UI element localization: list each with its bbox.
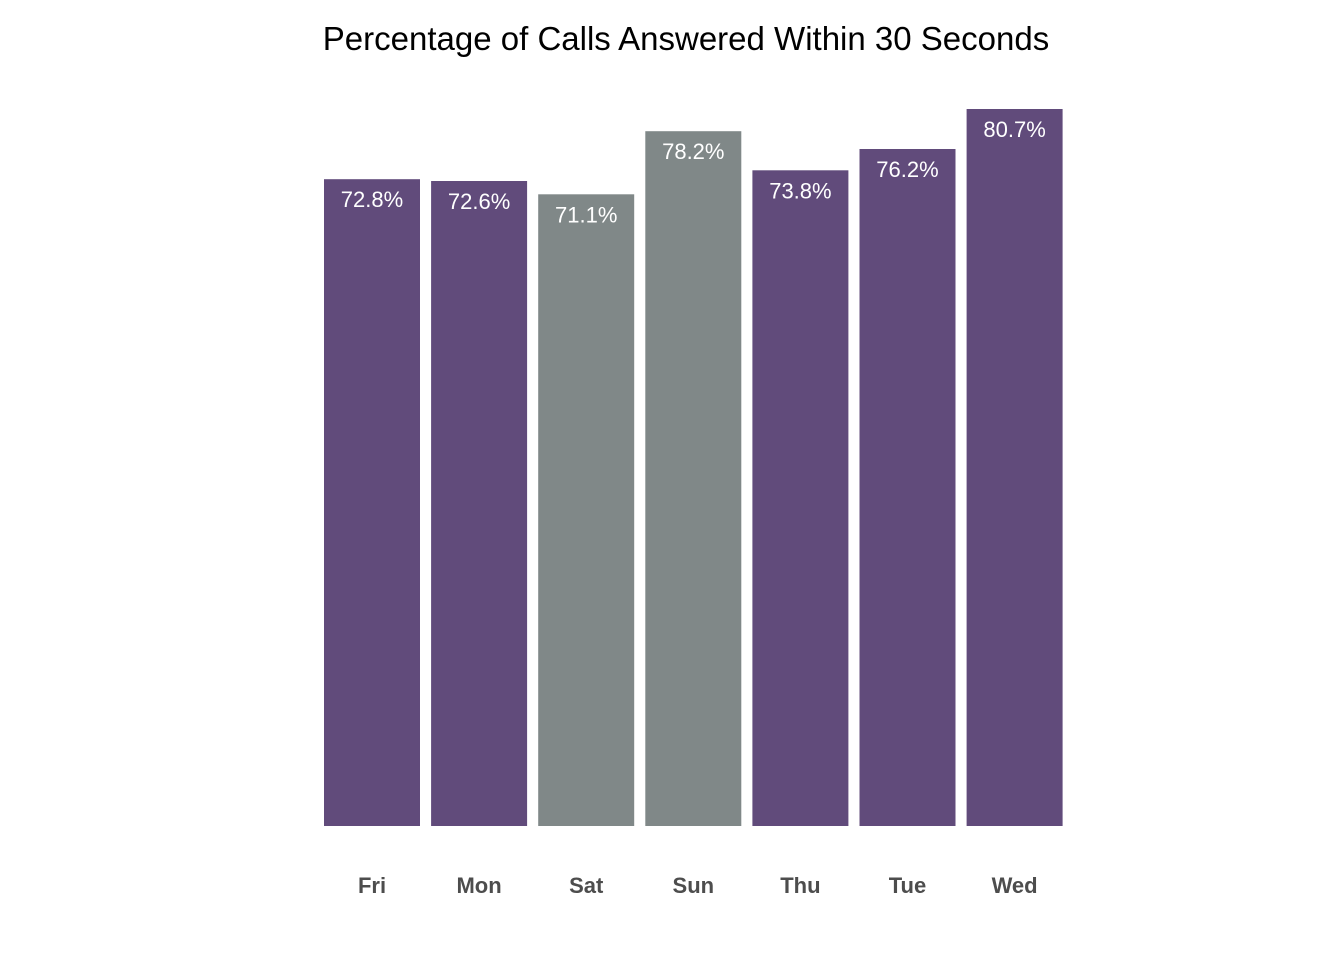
data-label-sat: 71.1% [555, 202, 617, 227]
x-tick-label-tue: Tue [889, 873, 926, 898]
chart-title: Percentage of Calls Answered Within 30 S… [322, 20, 1050, 57]
x-tick-label-fri: Fri [358, 873, 386, 898]
bars-layer [324, 109, 1063, 827]
x-tick-label-sun: Sun [673, 873, 715, 898]
bar-fri [324, 179, 420, 826]
x-tick-label-thu: Thu [780, 873, 820, 898]
x-tick-label-sat: Sat [569, 873, 604, 898]
data-label-wed: 80.7% [983, 117, 1045, 142]
x-tick-label-wed: Wed [992, 873, 1038, 898]
bar-sun [645, 131, 742, 826]
data-label-mon: 72.6% [448, 189, 510, 214]
x-tick-label-mon: Mon [456, 873, 501, 898]
data-labels-layer: 72.8% 72.6% 71.1% 78.2% 73.8% 76.2% 80.7% [341, 117, 1046, 227]
bar-sat [538, 194, 635, 827]
bar-mon [431, 181, 528, 826]
data-label-thu: 73.8% [769, 178, 831, 203]
bar-wed [966, 109, 1063, 826]
data-label-fri: 72.8% [341, 187, 403, 212]
x-axis-ticks: Fri Mon Sat Sun Thu Tue Wed [358, 873, 1038, 898]
data-label-tue: 76.2% [876, 157, 938, 182]
bar-thu [752, 170, 849, 827]
bar-tue [859, 149, 956, 826]
data-label-sun: 78.2% [662, 139, 724, 164]
